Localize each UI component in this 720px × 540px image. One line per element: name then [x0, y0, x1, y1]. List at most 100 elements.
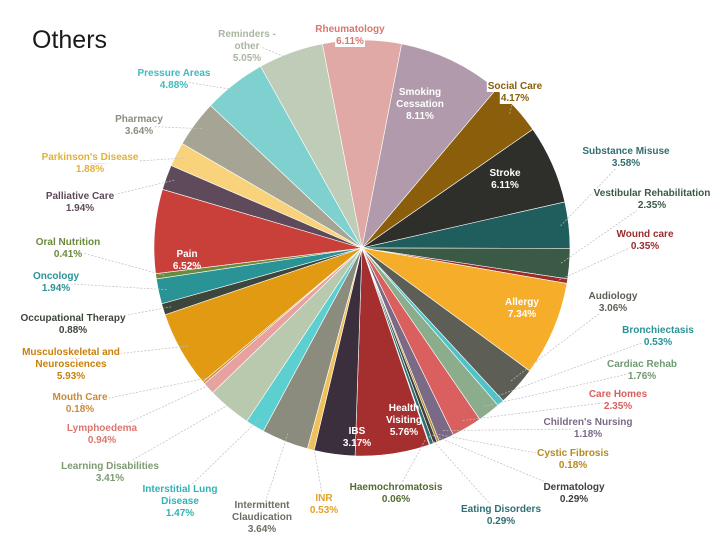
label-bg: [629, 241, 661, 252]
label-bg: [602, 401, 634, 412]
label-bg: [615, 229, 675, 240]
label-bg: [64, 404, 96, 415]
slice-value-pressure-areas: 4.88%: [160, 80, 188, 91]
slice-label-mouth-care: Mouth Care: [53, 392, 108, 403]
pie-slices: [153, 39, 571, 457]
slice-label-health-visiting: Visiting: [386, 415, 422, 426]
slice-value-mouth-care: 0.18%: [66, 404, 94, 415]
slice-label-cardiac-rehab: Cardiac Rehab: [607, 359, 677, 370]
slice-label-wound-care: Wound care: [616, 229, 673, 240]
slice-label-intermittent-claudication: Intermittent: [235, 500, 291, 511]
slice-value-intermittent-claudication: 3.64%: [248, 524, 276, 535]
slice-value-occupational-therapy: 0.88%: [59, 325, 87, 336]
label-bg: [587, 389, 649, 400]
label-bg: [621, 325, 696, 336]
slice-value-oncology: 1.94%: [42, 283, 70, 294]
label-bg: [19, 313, 127, 324]
label-bg: [34, 237, 102, 248]
leader-line-interstitial-lung-disease: [179, 418, 260, 497]
label-bg: [542, 417, 634, 428]
leader-line-pressure-areas: [173, 79, 240, 91]
label-bg: [114, 114, 165, 125]
label-bg: [141, 484, 219, 495]
slice-label-dermatology: Dermatology: [543, 482, 605, 493]
slice-value-lymphoedema: 0.94%: [88, 435, 116, 446]
label-bg: [642, 337, 674, 348]
slice-label-stroke: Stroke: [489, 168, 521, 179]
slice-value-interstitial-lung-disease: 1.47%: [166, 508, 194, 519]
slice-label-pharmacy: Pharmacy: [115, 114, 163, 125]
label-bg: [74, 164, 106, 175]
slice-label-children-s-nursing: Children's Nursing: [543, 417, 632, 428]
slice-label-musculoskeletal-and-neurosciences: Neurosciences: [35, 359, 107, 370]
label-bg: [499, 93, 531, 104]
slice-value-reminders-other: 5.05%: [233, 53, 261, 64]
slice-value-bronchiectasis: 0.53%: [644, 337, 672, 348]
slice-label-learning-disabilities: Learning Disabilities: [61, 461, 159, 472]
label-bg: [485, 516, 517, 527]
label-bg: [592, 188, 712, 199]
slice-label-oncology: Oncology: [33, 271, 80, 282]
slice-label-audiology: Audiology: [589, 291, 638, 302]
label-bg: [233, 500, 292, 511]
slice-labels: Rheumatology6.11%SmokingCessation8.11%So…: [20, 24, 710, 535]
label-bg: [65, 423, 139, 434]
slice-value-pain: 6.52%: [173, 261, 201, 272]
slice-label-reminders-other: other: [235, 41, 260, 52]
slice-value-dermatology: 0.29%: [560, 494, 588, 505]
label-bg: [380, 494, 412, 505]
label-bg: [86, 435, 118, 446]
label-bg: [217, 29, 277, 40]
label-bg: [536, 448, 611, 459]
slice-value-inr: 0.53%: [310, 505, 338, 516]
label-backgrounds: [19, 24, 712, 535]
slice-value-social-care: 4.17%: [501, 93, 529, 104]
slice-value-cystic-fibrosis: 0.18%: [559, 460, 587, 471]
label-bg: [486, 81, 544, 92]
slice-value-rheumatology: 6.11%: [336, 36, 364, 47]
label-bg: [587, 291, 639, 302]
leader-line-reminders-other: [246, 40, 294, 61]
label-bg: [233, 41, 261, 52]
slice-label-substance-misuse: Substance Misuse: [582, 146, 670, 157]
slice-value-wound-care: 0.35%: [631, 241, 659, 252]
slice-label-health-visiting: Health: [389, 403, 420, 414]
slice-label-rheumatology: Rheumatology: [315, 24, 385, 35]
slice-value-palliative-care: 1.94%: [66, 203, 94, 214]
slice-value-eating-disorders: 0.29%: [487, 516, 515, 527]
label-bg: [231, 53, 263, 64]
label-bg: [460, 504, 543, 515]
slice-value-oral-nutrition: 0.41%: [54, 249, 82, 260]
label-bg: [542, 482, 606, 493]
slice-label-care-homes: Care Homes: [589, 389, 648, 400]
slice-label-oral-nutrition: Oral Nutrition: [36, 237, 100, 248]
slice-value-smoking-cessation: 8.11%: [406, 111, 434, 122]
leader-line-cardiac-rehab: [483, 370, 643, 407]
slice-value-haemochromatosis: 0.06%: [382, 494, 410, 505]
slice-label-interstitial-lung-disease: Disease: [161, 496, 199, 507]
label-bg: [136, 68, 212, 79]
label-bg: [21, 347, 121, 358]
label-bg: [52, 249, 84, 260]
slice-label-haemochromatosis: Haemochromatosis: [350, 482, 443, 493]
slice-label-ibs: IBS: [349, 426, 366, 437]
label-bg: [34, 359, 108, 370]
label-bg: [160, 496, 201, 507]
slice-value-pharmacy: 3.64%: [125, 126, 153, 137]
slice-label-palliative-care: Palliative Care: [46, 191, 115, 202]
slice-label-pain: Pain: [176, 249, 197, 260]
pie-slice-reminders-other: [260, 43, 363, 249]
label-bg: [94, 473, 126, 484]
page-title: Others: [32, 26, 108, 54]
label-bg: [308, 505, 340, 516]
slice-value-vestibular-rehabilitation: 2.35%: [638, 200, 666, 211]
slice-value-stroke: 6.11%: [491, 180, 519, 191]
label-bg: [557, 460, 589, 471]
label-bg: [314, 24, 387, 35]
leader-line-care-homes: [462, 400, 619, 421]
slice-label-social-care: Social Care: [488, 81, 543, 92]
slice-value-care-homes: 2.35%: [604, 401, 632, 412]
label-bg: [164, 508, 196, 519]
slice-label-musculoskeletal-and-neurosciences: Musculoskeletal and: [22, 347, 120, 358]
